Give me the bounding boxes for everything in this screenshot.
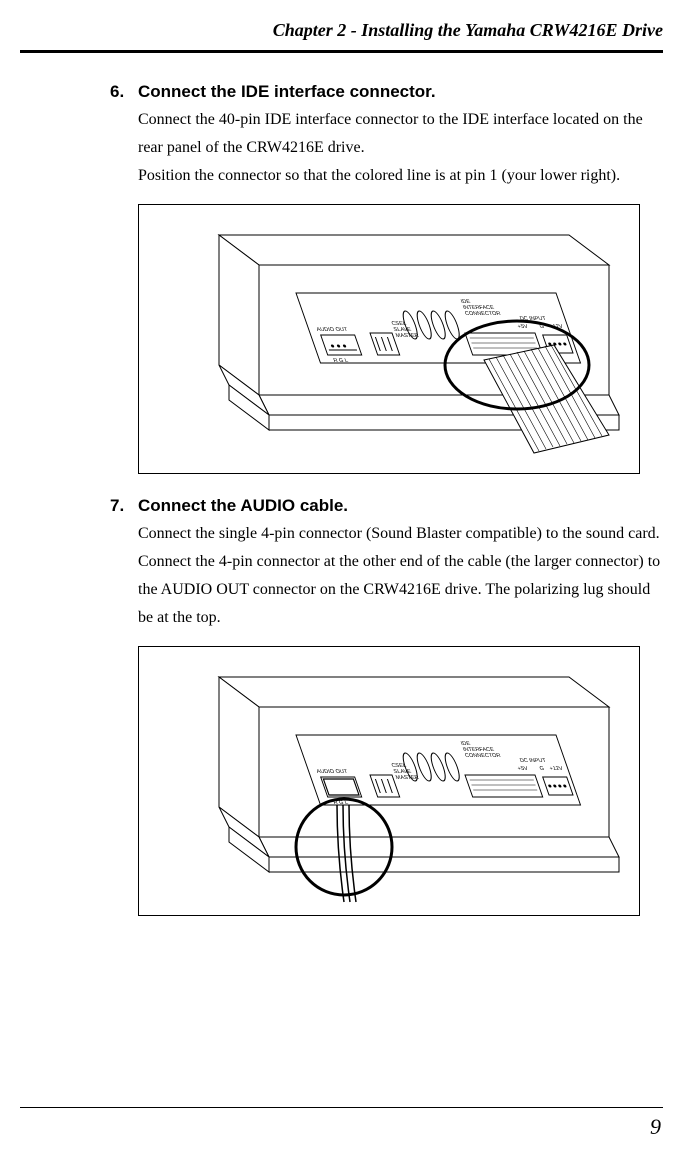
label-connector: CONNECTOR	[464, 311, 501, 317]
chapter-title: Chapter 2 - Installing the Yamaha CRW421…	[273, 20, 663, 40]
step-7: 7. Connect the AUDIO cable. Connect the …	[110, 496, 663, 916]
step-7-title: Connect the AUDIO cable.	[138, 496, 348, 516]
step-6-number: 6.	[110, 82, 138, 102]
label-master: MASTER	[395, 333, 420, 339]
label-slave: SLAVE	[393, 327, 413, 333]
step-6-para-2: Position the connector so that the color…	[138, 162, 663, 190]
label-audio-out: AUDIO OUT	[316, 327, 349, 333]
figure-ide-cable: AUDIO OUT R G L CSEL SLAVE MASTER IDE IN…	[138, 204, 640, 474]
step-7-number: 7.	[110, 496, 138, 516]
label-interface: INTERFACE	[462, 305, 495, 311]
step-6-body: Connect the 40-pin IDE interface connect…	[138, 106, 663, 190]
label-rgl: R G L	[333, 358, 349, 364]
main-content: 6. Connect the IDE interface connector. …	[110, 82, 663, 938]
label-dcinput: DC INPUT	[519, 758, 547, 764]
label-12v: +12V	[549, 766, 564, 772]
step-6: 6. Connect the IDE interface connector. …	[110, 82, 663, 474]
step-6-title: Connect the IDE interface connector.	[138, 82, 436, 102]
label-slave: SLAVE	[393, 769, 413, 775]
label-connector: CONNECTOR	[464, 753, 501, 759]
header-rule	[20, 50, 663, 53]
page-header: Chapter 2 - Installing the Yamaha CRW421…	[150, 20, 663, 41]
page-number: 9	[650, 1114, 661, 1140]
figure-audio-cable: AUDIO OUT R G L CSEL SLAVE MASTER IDE IN…	[138, 646, 640, 916]
label-dcinput: DC INPUT	[519, 316, 547, 322]
label-interface: INTERFACE	[462, 747, 495, 753]
step-7-para-1: Connect the single 4-pin connector (Soun…	[138, 520, 663, 548]
label-csel: CSEL	[391, 763, 407, 769]
label-audio-out: AUDIO OUT	[316, 769, 349, 775]
step-6-para-1: Connect the 40-pin IDE interface connect…	[138, 106, 663, 162]
label-master: MASTER	[395, 775, 420, 781]
label-csel: CSEL	[391, 321, 407, 327]
step-7-body: Connect the single 4-pin connector (Soun…	[138, 520, 663, 632]
step-7-header: 7. Connect the AUDIO cable.	[110, 496, 663, 516]
label-12v: +12V	[549, 324, 564, 330]
footer-rule	[20, 1107, 663, 1108]
label-rgl: R G L	[333, 800, 349, 806]
step-7-para-2: Connect the 4-pin connector at the other…	[138, 548, 663, 632]
step-6-header: 6. Connect the IDE interface connector.	[110, 82, 663, 102]
